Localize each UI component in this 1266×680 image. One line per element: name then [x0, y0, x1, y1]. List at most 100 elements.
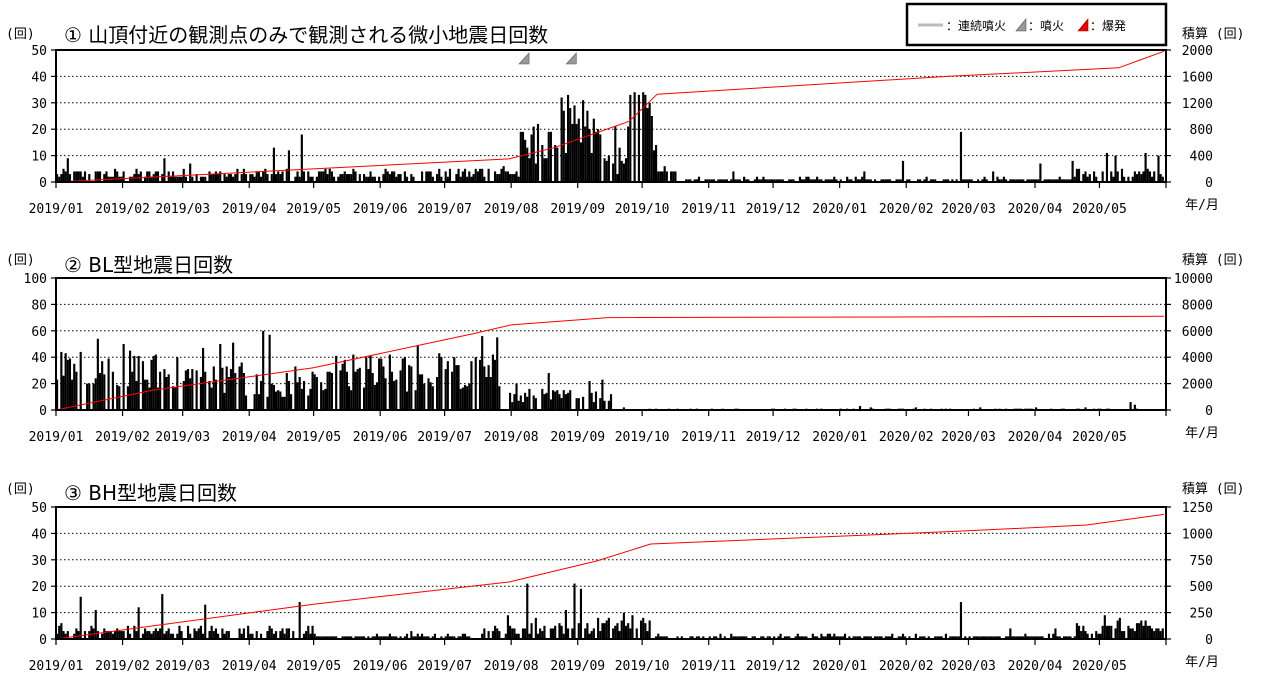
daily-count-bar: [395, 379, 398, 410]
month-tick-label: 2020/05: [1072, 202, 1127, 217]
daily-count-bar: [290, 394, 293, 410]
daily-count-bar: [1071, 160, 1074, 182]
month-tick-label: 2019/02: [95, 430, 150, 445]
daily-count-bar: [66, 631, 69, 639]
daily-count-bar: [317, 636, 321, 639]
daily-count-bar: [126, 625, 129, 639]
daily-count-bar: [865, 179, 868, 182]
daily-count-bar: [255, 374, 258, 410]
daily-count-bar: [603, 623, 606, 639]
daily-count-bar: [116, 628, 119, 639]
daily-count-bar: [159, 371, 162, 410]
daily-count-bar: [921, 636, 924, 639]
daily-count-bar: [150, 633, 153, 639]
daily-count-bar: [968, 636, 971, 639]
daily-count-bar: [330, 636, 333, 639]
daily-count-bar: [571, 628, 574, 639]
month-tick-label: 2020/03: [941, 659, 996, 674]
daily-count-bar: [367, 369, 370, 410]
daily-count-bar: [483, 628, 486, 639]
month-tick-label: 2019/01: [29, 659, 84, 674]
right-tick-label: 0: [1205, 176, 1213, 191]
daily-count-bar: [590, 631, 593, 639]
daily-count-bar: [92, 383, 95, 410]
daily-count-bar: [543, 158, 546, 182]
daily-count-bar: [1065, 179, 1068, 182]
daily-count-bar: [68, 174, 72, 182]
daily-count-bar: [1110, 625, 1113, 639]
daily-count-bar: [347, 636, 351, 639]
daily-count-bar: [204, 604, 207, 639]
left-tick-label: 20: [31, 580, 47, 595]
daily-count-bar: [627, 623, 630, 639]
daily-count-bar: [73, 363, 76, 410]
daily-count-bar: [369, 355, 372, 410]
daily-count-bar: [1133, 631, 1136, 639]
daily-count-bar: [438, 168, 441, 182]
daily-count-bar: [1011, 179, 1014, 182]
daily-count-bar: [154, 354, 157, 410]
daily-count-bar: [420, 374, 424, 410]
daily-count-bar: [897, 636, 900, 639]
daily-count-bar: [612, 163, 615, 182]
daily-count-bar: [270, 383, 273, 410]
legend-box: [905, 2, 1168, 47]
daily-count-bar: [414, 390, 417, 410]
daily-count-bar: [191, 176, 194, 182]
daily-count-bar: [390, 371, 394, 410]
daily-count-bar: [901, 160, 905, 182]
daily-count-bar: [71, 379, 74, 410]
left-tick-label: 20: [31, 123, 47, 138]
daily-count-bar: [850, 179, 853, 182]
daily-count-bar: [386, 636, 389, 639]
month-tick-label: 2019/01: [29, 430, 84, 445]
daily-count-bar: [195, 370, 198, 410]
daily-count-bar: [577, 118, 580, 182]
daily-count-bar: [564, 609, 567, 639]
daily-count-bar: [94, 171, 97, 182]
daily-count-bar: [332, 636, 336, 639]
month-tick-label: 2019/09: [550, 430, 605, 445]
panel-2-cumulative-line: [55, 315, 1164, 411]
left-tick-label: 0: [39, 176, 47, 191]
left-tick-label: 80: [31, 298, 47, 313]
daily-count-bar: [1105, 152, 1109, 182]
right-tick-label: 250: [1190, 607, 1213, 622]
daily-count-bar: [264, 168, 267, 182]
daily-count-bar: [521, 131, 525, 182]
month-tick-label: 2019/02: [95, 202, 150, 217]
daily-count-bar: [1041, 636, 1044, 639]
daily-count-bar: [238, 628, 241, 639]
daily-count-bar: [436, 174, 439, 182]
daily-count-bar: [210, 387, 213, 410]
daily-count-bar: [221, 628, 224, 639]
daily-count-bar: [320, 382, 323, 410]
daily-count-bar: [599, 631, 602, 639]
daily-count-bar: [322, 171, 325, 182]
daily-count-bar: [655, 636, 658, 639]
daily-count-bar: [88, 174, 91, 182]
daily-count-bar: [558, 623, 561, 639]
daily-count-bar: [528, 158, 531, 182]
daily-count-bar: [983, 636, 986, 639]
daily-count-bar: [768, 179, 771, 182]
daily-count-bar: [1024, 633, 1027, 639]
daily-count-bar: [569, 390, 572, 410]
right-tick-label: 4000: [1182, 351, 1213, 366]
daily-count-bar: [455, 174, 458, 182]
daily-count-bar: [863, 171, 866, 182]
daily-count-bar: [296, 382, 299, 410]
daily-count-bar: [889, 179, 892, 182]
daily-count-bar: [955, 179, 958, 182]
plot-frame: [55, 49, 1167, 183]
daily-count-bar: [56, 379, 59, 410]
daily-count-bar: [1067, 636, 1070, 639]
daily-count-bar: [98, 171, 102, 182]
daily-count-bar: [135, 380, 138, 410]
daily-count-bar: [532, 395, 535, 410]
daily-count-bar: [816, 636, 819, 639]
daily-count-bar: [64, 633, 67, 639]
daily-count-bar: [886, 636, 890, 639]
month-tick-label: 2020/02: [879, 659, 934, 674]
daily-count-bar: [451, 636, 454, 639]
